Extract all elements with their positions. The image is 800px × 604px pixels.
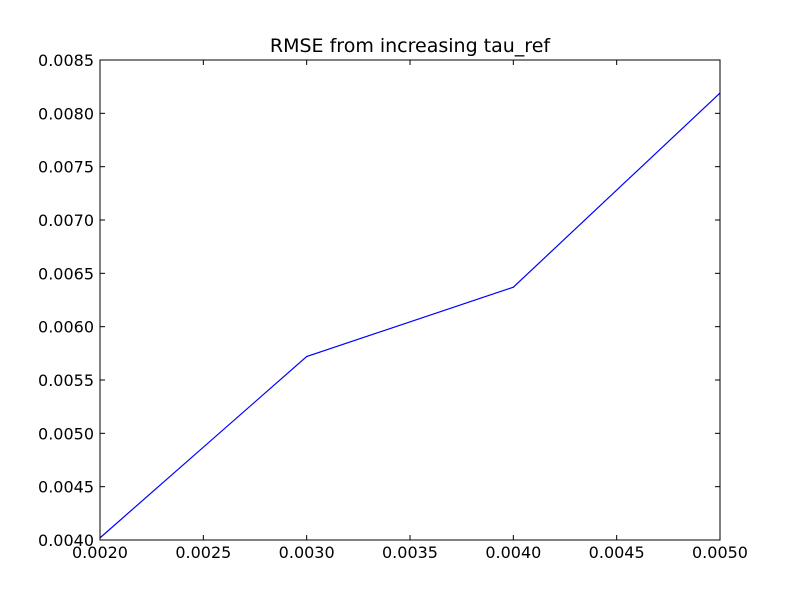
- y-tick-label: 0.0050: [38, 424, 94, 443]
- x-tick-label: 0.0050: [692, 543, 748, 562]
- y-tick-label: 0.0055: [38, 371, 94, 390]
- data-point: [306, 355, 308, 358]
- y-tick-label: 0.0075: [38, 158, 94, 177]
- x-tick-label: 0.0030: [279, 543, 335, 562]
- series-line-0: [99, 92, 721, 539]
- y-tick-labels: 0.0040 0.0045 0.0050 0.0055 0.0060 0.0065 0.00…: [38, 51, 94, 550]
- x-tick-label: 0.0040: [485, 543, 541, 562]
- x-tick-label: 0.0020: [72, 543, 128, 562]
- y-tick-label: 0.0065: [38, 264, 94, 283]
- y-tick-label: 0.0060: [38, 318, 94, 337]
- y-tick-label: 0.0080: [38, 104, 94, 123]
- plot-frame: [99, 59, 721, 541]
- x-tick-label: 0.0025: [175, 543, 231, 562]
- y-tick-label: 0.0045: [38, 478, 94, 497]
- data-point: [512, 286, 514, 288]
- x-tick-label: 0.0035: [382, 543, 438, 562]
- y-tick-label: 0.0070: [38, 211, 94, 230]
- y-tick-label: 0.0085: [38, 51, 94, 70]
- y-tick-label: 0.0040: [38, 531, 94, 550]
- plot-area-background: [100, 60, 720, 540]
- chart-title: RMSE from increasing tau_ref: [270, 35, 551, 57]
- x-tick-labels: 0.0020 0.0025 0.0030 0.0035 0.0040 0.0045 0.00…: [72, 543, 748, 562]
- x-tick-label: 0.0045: [589, 543, 645, 562]
